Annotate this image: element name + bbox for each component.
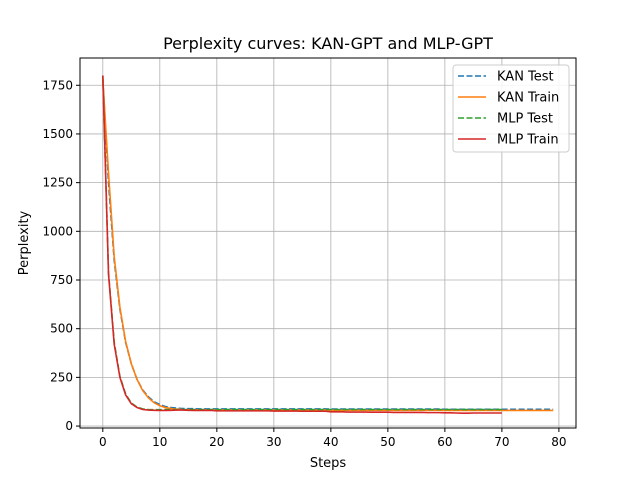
chart-title: Perplexity curves: KAN-GPT and MLP-GPT [163, 34, 493, 53]
x-tick-label: 10 [152, 435, 167, 449]
y-tick-label: 250 [50, 370, 73, 384]
x-tick-label: 50 [380, 435, 395, 449]
x-tick-label: 60 [437, 435, 452, 449]
legend-label: KAN Train [497, 91, 559, 106]
plot-frame [79, 57, 577, 429]
legend-label: MLP Test [497, 112, 553, 127]
series-line-mlp-train [102, 75, 502, 415]
y-tick-label: 1500 [42, 127, 73, 141]
x-tick-label: 80 [551, 435, 566, 449]
x-tick-label: 40 [323, 435, 338, 449]
series-lines [102, 75, 554, 415]
y-tick-label: 500 [50, 322, 73, 336]
ticks: 0 10 20 30 40 50 60 70 80 0 250 500 750 1000 1250 1500 1… [42, 78, 566, 449]
x-tick-label: 70 [494, 435, 509, 449]
y-tick-label: 1750 [42, 78, 73, 92]
legend-label: MLP Train [497, 133, 559, 148]
grid [80, 58, 576, 428]
legend-box [452, 64, 570, 153]
y-axis-label: Perplexity [17, 210, 32, 275]
y-tick-label: 0 [65, 419, 73, 433]
y-tick-label: 750 [50, 273, 73, 287]
x-axis-label: Steps [310, 456, 347, 471]
legend-label: KAN Test [497, 70, 554, 85]
x-tick-label: 30 [266, 435, 281, 449]
series-line-mlp-test [102, 75, 502, 411]
legend: KAN Test KAN Train MLP Test MLP Train [452, 64, 570, 153]
y-tick-label: 1000 [42, 224, 73, 238]
y-tick-label: 1250 [42, 176, 73, 190]
x-tick-label: 20 [209, 435, 224, 449]
x-tick-label: 0 [99, 435, 107, 449]
